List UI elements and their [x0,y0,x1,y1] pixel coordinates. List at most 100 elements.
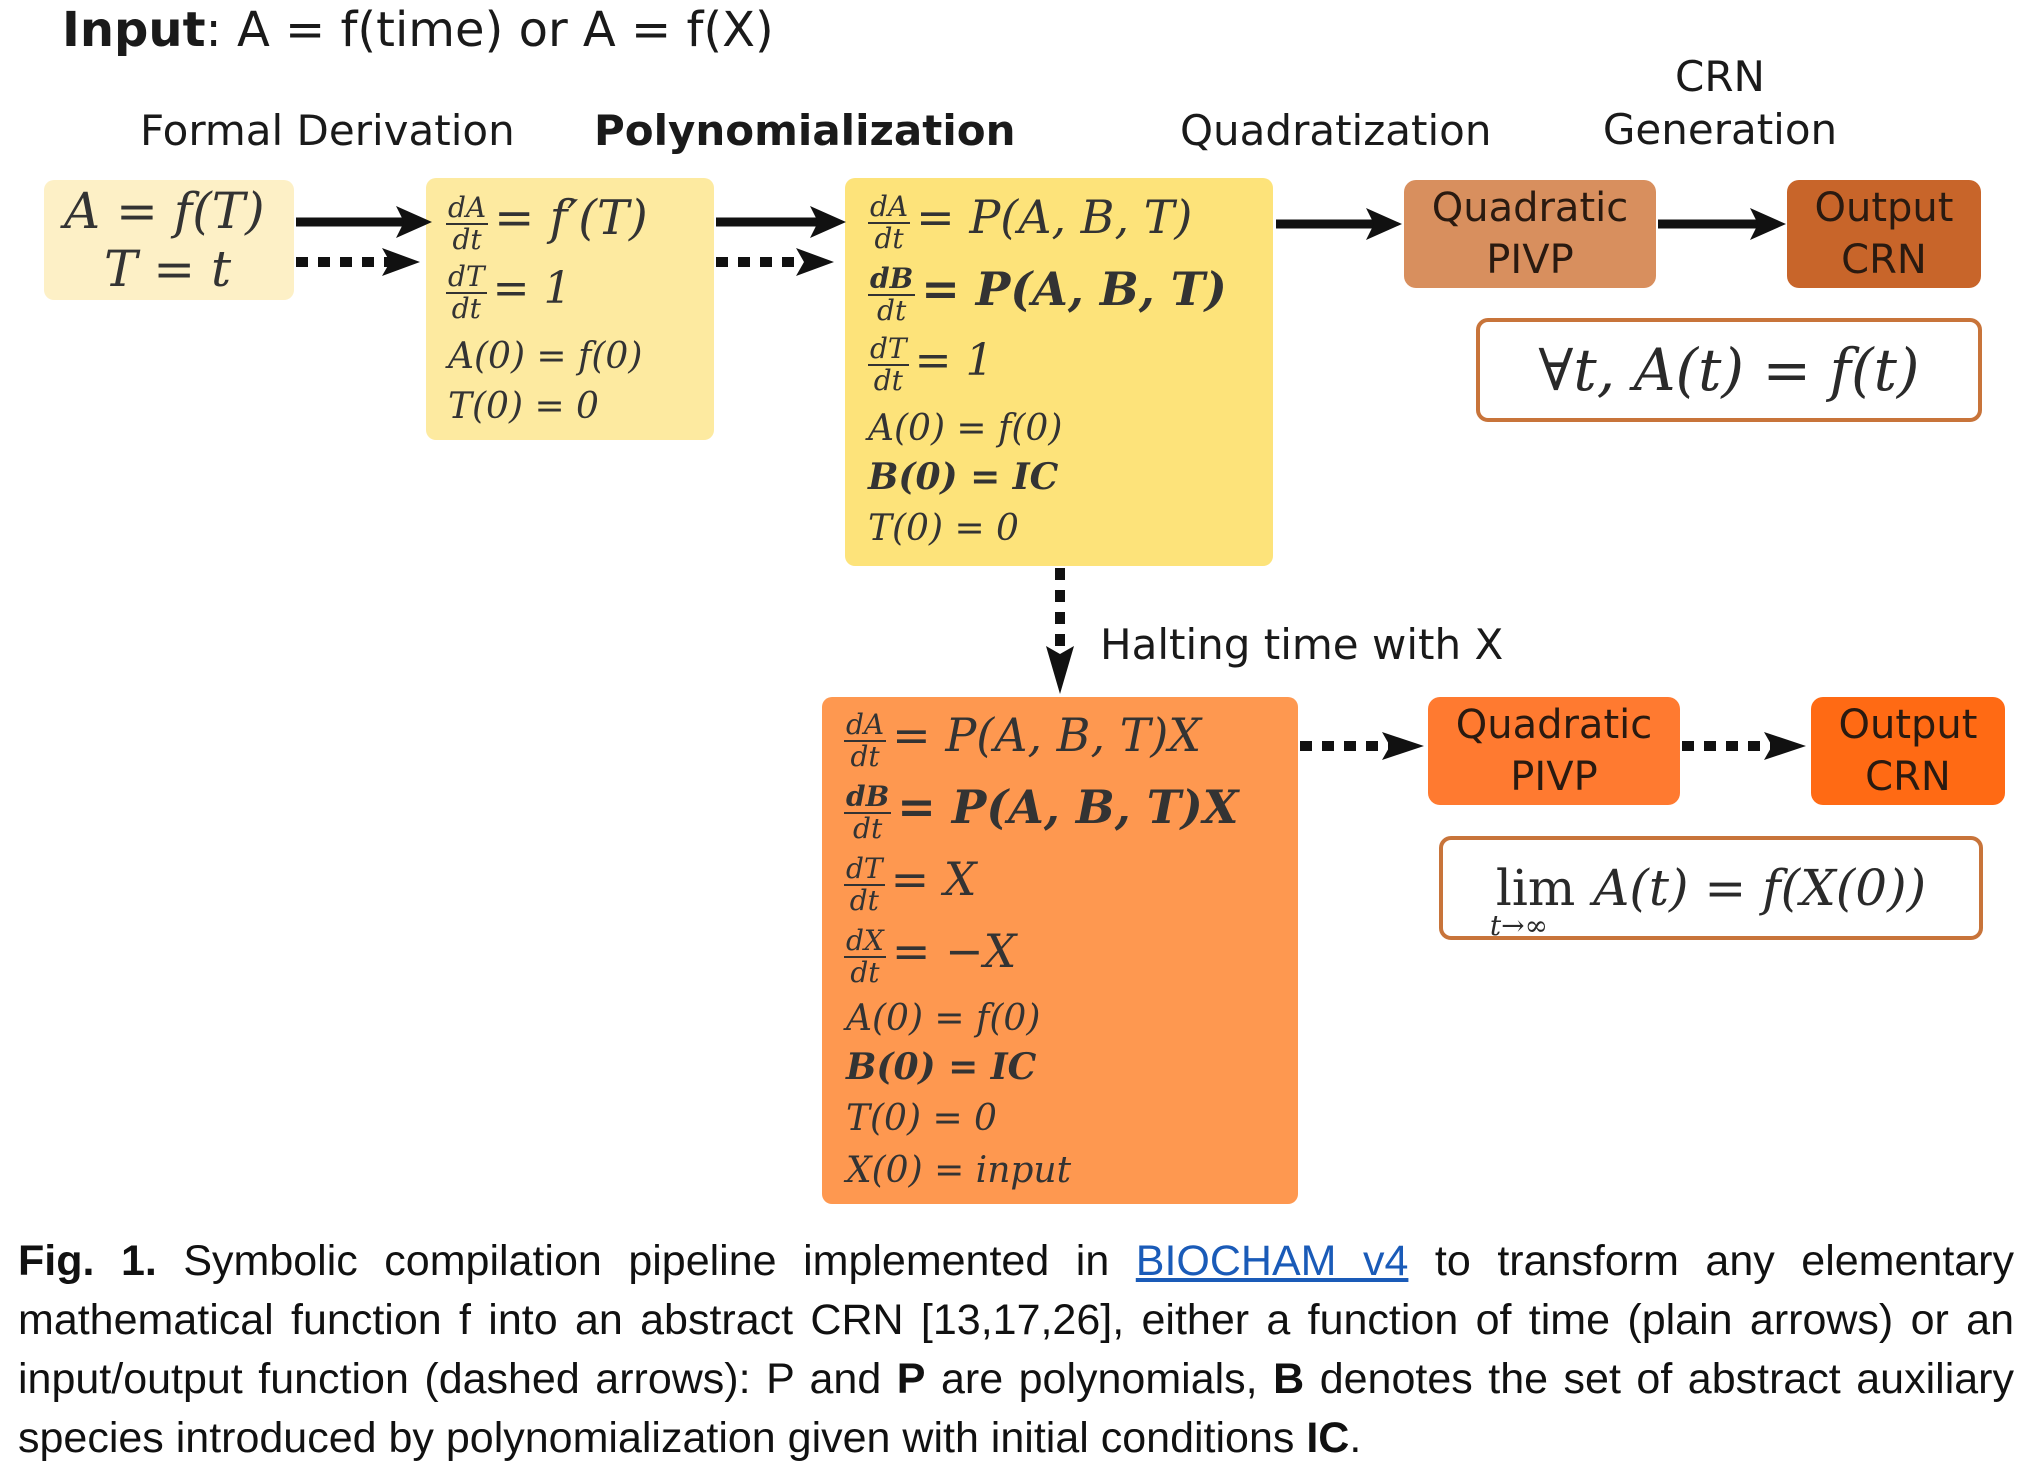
box3-eq2: dB dt = P(A, B, T) [868,262,1227,326]
box4-eq1: dA dt = P(A, B, T)X [844,708,1201,772]
box1-line2: T = t [104,240,232,298]
caption-part3: are polynomials, [925,1355,1274,1403]
frac-den: dt [874,222,904,255]
box4-eq2: dB dt = P(A, B, T)X [844,780,1238,844]
top-quadratic-line2: PIVP [1486,237,1574,283]
frac-num: dA [868,190,911,224]
top-result-formula: ∀t, A(t) = f(t) [1538,336,1920,404]
box-polynomialization [845,178,1273,566]
box3-frac3: dT dt [868,334,909,396]
caption-bold-ic: IC [1306,1414,1350,1462]
stage-crn-line2: Generation [1602,105,1838,154]
bottom-quadratic-line1: Quadratic [1455,702,1653,748]
stage-polynomialization: Polynomialization [594,106,1016,155]
frac-den: dt [849,884,879,917]
box4-init3: T(0) = 0 [846,1098,997,1139]
halting-time-label: Halting time with X [1100,620,1504,669]
arrow-plain-3 [1276,208,1402,240]
biocham-link[interactable]: BIOCHAM v4 [1135,1237,1409,1285]
top-output-line1: Output [1814,185,1954,231]
frac-num: dX [844,924,886,958]
top-output-line2: CRN [1841,237,1927,283]
frac-num: dT [868,332,909,366]
frac-den: dt [850,956,880,989]
box2-init1: A(0) = f(0) [448,336,643,377]
box4-frac4: dX dt [844,926,886,988]
box3-eq2-rhs: = P(A, B, T) [921,262,1227,316]
stage-crn-generation: CRN Generation [1600,50,1840,156]
bottom-output-line2: CRN [1865,754,1951,800]
bottom-result-formula: A(t) = f(X(0)) [1593,859,1927,917]
lim-subscript: t→∞ [1489,909,1548,942]
box1-line1: A = f(T) [64,182,265,240]
input-description: : A = f(time) or A = f(X) [205,2,774,58]
box3-eq1-rhs: = P(A, B, T) [916,190,1193,244]
box2-eq2: dT dt = 1 [446,262,571,324]
arrow-plain-1 [296,206,432,238]
box-halting-system [822,697,1298,1204]
box3-eq1: dA dt = P(A, B, T) [868,190,1192,254]
stage-quadratization: Quadratization [1180,106,1492,155]
input-header: Input: A = f(time) or A = f(X) [62,2,774,58]
lim-word: lim [1495,859,1576,917]
box3-init2: B(0) = IC [868,456,1059,498]
arrow-dashed-2 [716,248,834,276]
box3-frac2: dB dt [868,262,916,327]
arrow-plain-2 [716,206,846,238]
bottom-output-line1: Output [1838,702,1978,748]
box4-init2: B(0) = IC [846,1046,1037,1088]
box3-eq3: dT dt = 1 [868,334,993,396]
frac-den: dt [850,740,880,773]
arrow-dashed-1 [296,248,420,276]
box4-eq4-rhs: = −X [891,924,1017,978]
caption-part2: to transform any elementary mathematical… [18,1237,2014,1403]
frac-den: dt [877,294,907,327]
stage-crn-line1: CRN [1675,52,1765,101]
box4-eq3: dT dt = X [844,852,977,916]
top-quadratic-line1: Quadratic [1431,185,1629,231]
arrow-dashed-3 [1300,732,1424,760]
box4-frac1: dA dt [844,708,887,773]
caption-part1: Symbolic compilation pipeline implemente… [156,1237,1136,1285]
box3-frac1: dA dt [868,190,911,255]
stage-formal-derivation: Formal Derivation [140,106,515,155]
arrow-dashed-vertical [1046,568,1074,694]
caption-bold-b: B [1273,1355,1305,1403]
top-result-box: ∀t, A(t) = f(t) [1476,318,1982,422]
bottom-quadratic-line2: PIVP [1510,754,1598,800]
figure-caption: Fig. 1. Symbolic compilation pipeline im… [18,1232,2014,1468]
frac-num: dT [844,852,885,886]
top-output-crn: Output CRN [1787,180,1981,288]
box-input-function [44,180,294,300]
box4-init1: A(0) = f(0) [846,998,1041,1039]
bottom-output-crn: Output CRN [1811,697,2005,805]
frac-den: dt [873,364,903,397]
frac-den: dt [451,292,481,325]
box3-init3: T(0) = 0 [868,508,1019,549]
arrow-plain-4 [1658,208,1786,240]
box4-eq2-rhs: = P(A, B, T)X [897,780,1239,834]
frac-num: dB [868,262,916,296]
caption-part5: . [1349,1414,1362,1462]
frac-num: dA [844,708,887,742]
box-formal-derivation [426,178,714,440]
box4-eq3-rhs: = X [890,852,977,906]
caption-part4: denotes the set of abstract auxiliary sp… [18,1355,2014,1462]
frac-num: dT [446,260,487,294]
box4-init4: X(0) = input [846,1150,1072,1191]
frac-num: dB [844,780,892,814]
box2-init2: T(0) = 0 [448,386,599,427]
box2-frac2: dT dt [446,262,487,324]
box2-eq1: dA dt = f′(T) [446,190,648,255]
box3-init1: A(0) = f(0) [868,408,1063,449]
top-quadratic-pivp: Quadratic PIVP [1404,180,1656,288]
box2-frac1: dA dt [446,193,489,255]
box4-eq4: dX dt = −X [844,924,1016,988]
arrow-dashed-4 [1682,732,1806,760]
input-label: Input [62,2,206,58]
box4-frac2: dB dt [844,780,892,844]
box4-eq1-rhs: = P(A, B, T)X [892,708,1202,762]
bottom-result-box: lim t→∞ A(t) = f(X(0)) [1439,836,1983,942]
box2-eq1-rhs: = f′(T) [494,190,648,246]
caption-bold-p: P [896,1355,926,1403]
